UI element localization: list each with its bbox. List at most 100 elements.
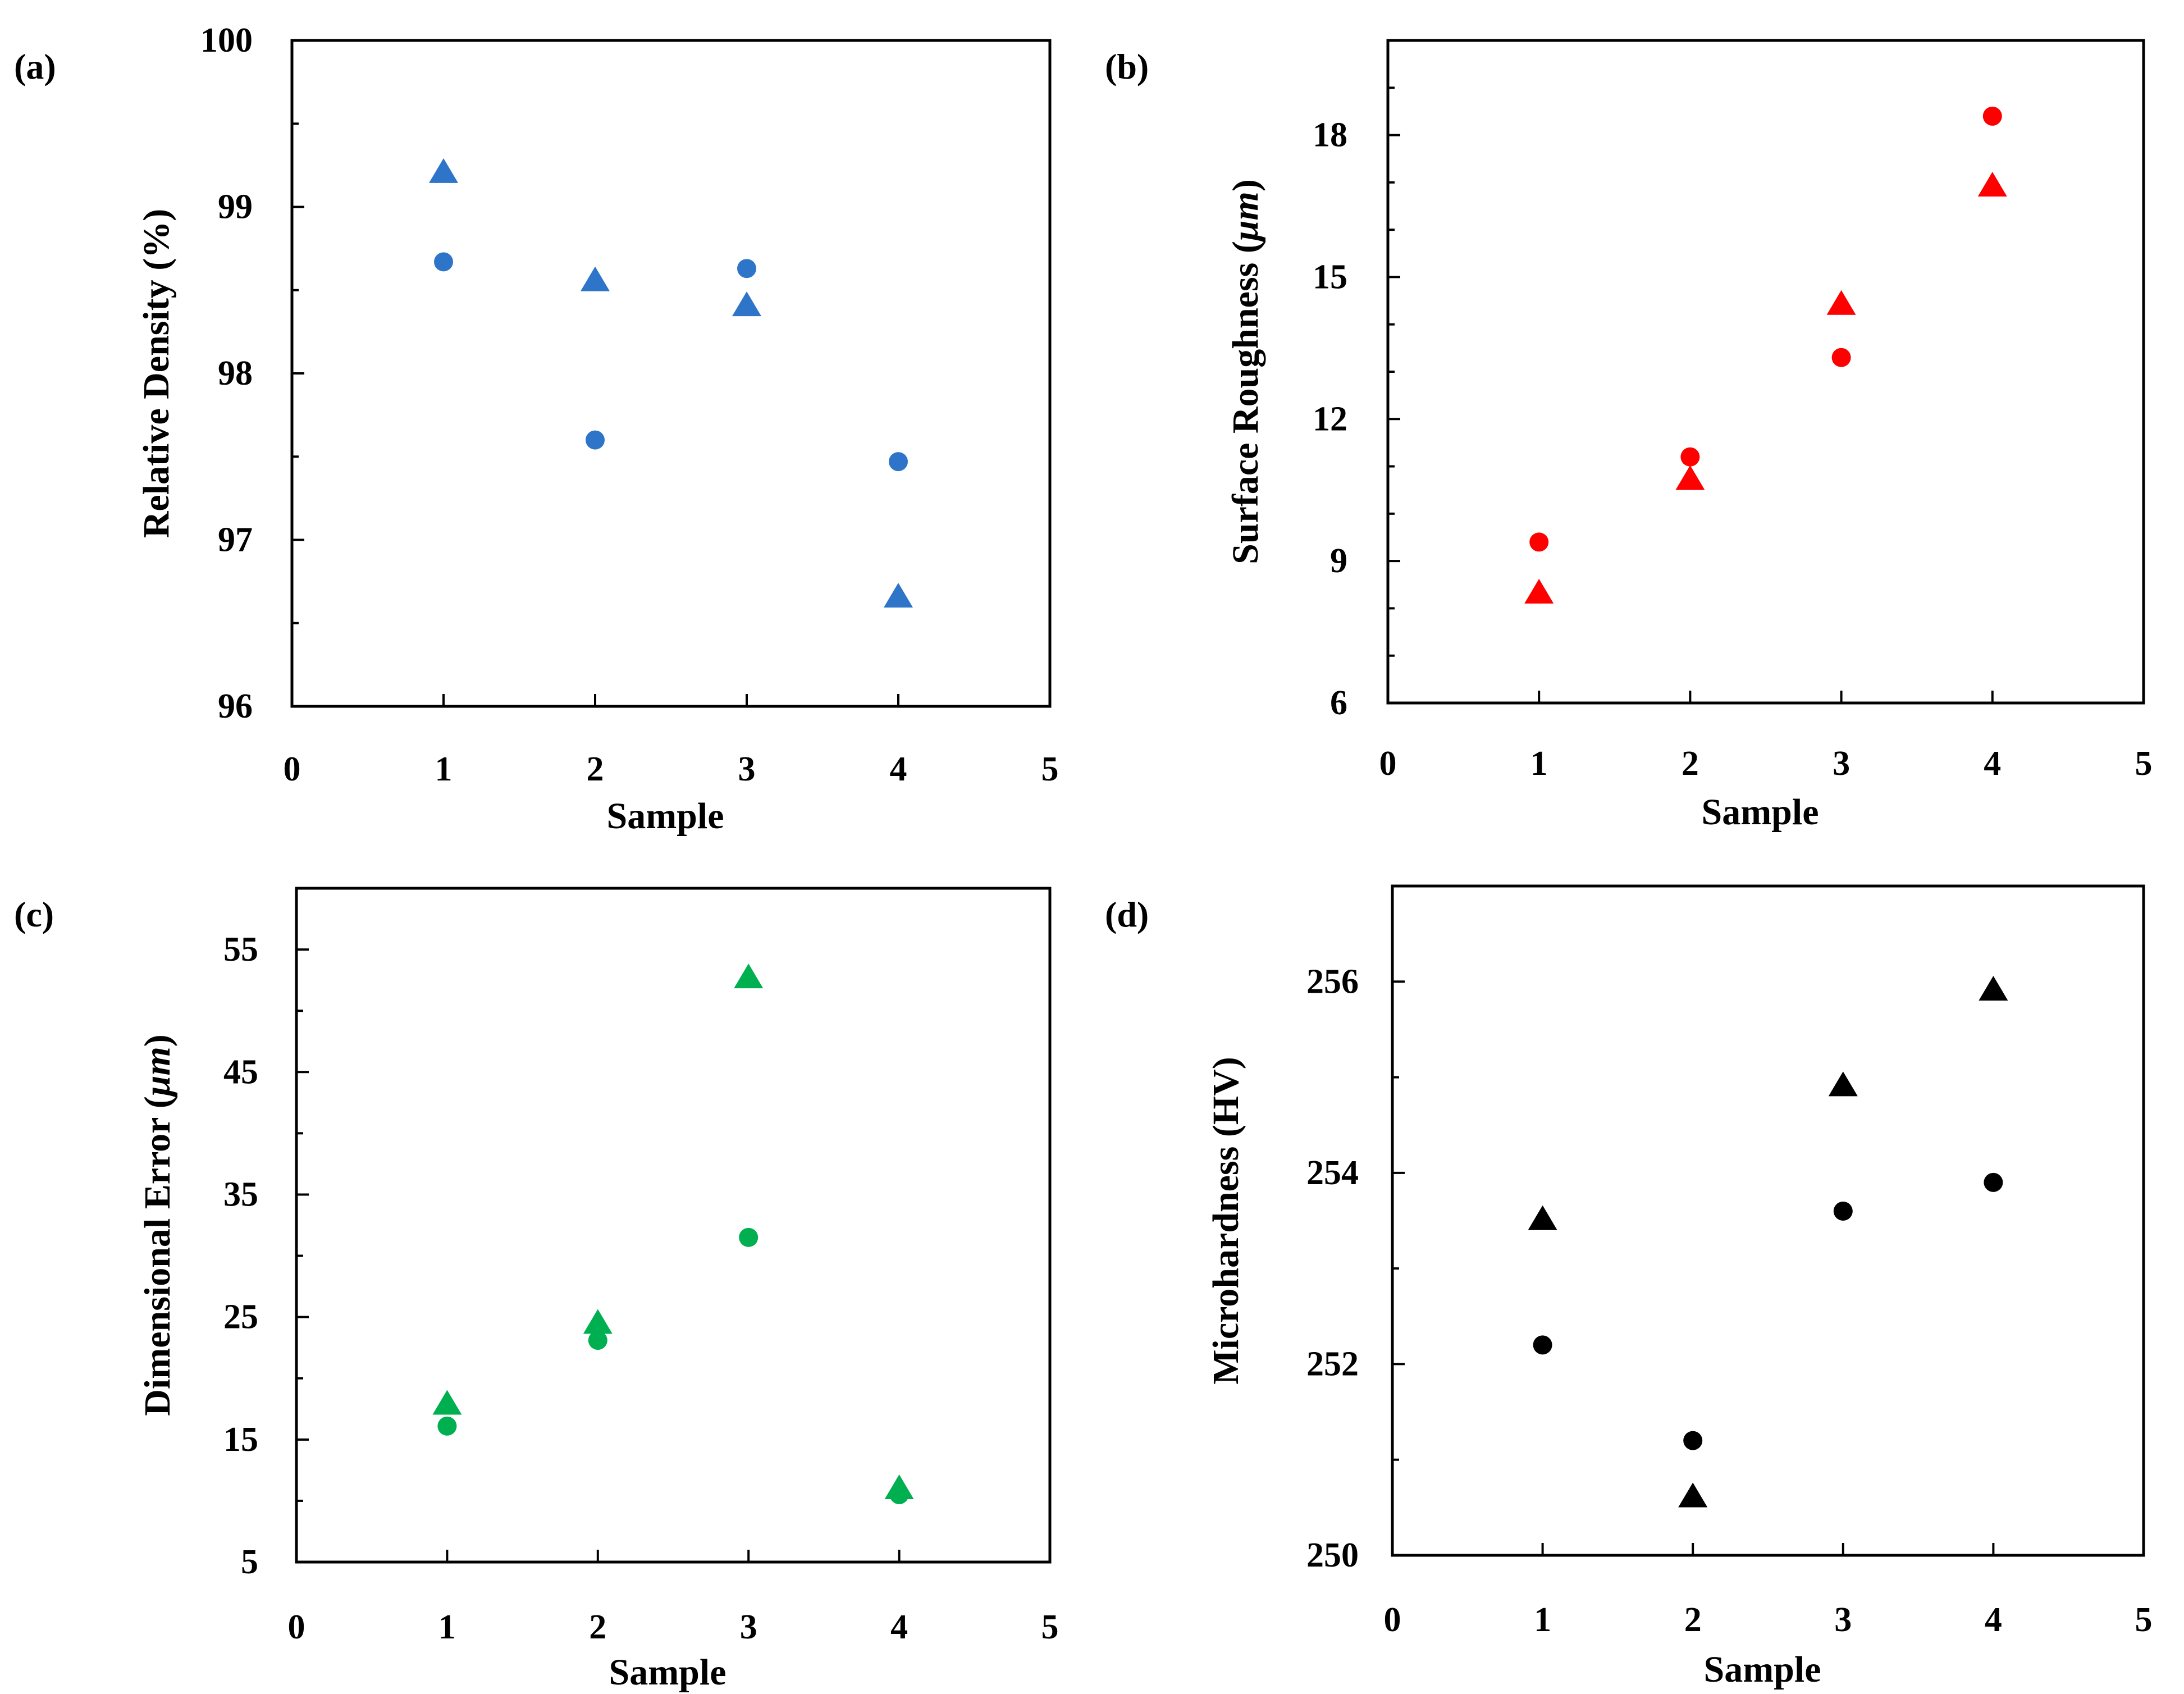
- data-point-triangle: [583, 1309, 613, 1334]
- chart-panel-4: (d) 250 252 254 256 0 1 2 3 4 5 Sample Microhardness…: [1105, 884, 2153, 1690]
- y-tick-label: 98: [218, 354, 253, 392]
- x-tick-label: 0: [1384, 1601, 1401, 1639]
- panel-label: (a): [14, 47, 56, 86]
- data-point-circle: [739, 1227, 759, 1247]
- x-tick-label: 5: [2135, 1601, 2153, 1639]
- data-point-triangle: [432, 1390, 462, 1415]
- x-tick-label: 3: [1834, 1601, 1852, 1639]
- plot-frame: [1386, 39, 2145, 705]
- x-tick-label: 3: [738, 750, 756, 788]
- data-point-triangle: [732, 291, 761, 317]
- y-tick-label: 6: [1330, 684, 1347, 722]
- x-tick-label: 1: [1534, 1601, 1551, 1639]
- data-point-triangle: [1828, 1071, 1858, 1097]
- y-axis-title-unit: μm: [137, 1047, 178, 1098]
- y-tick-label: 99: [218, 188, 253, 226]
- y-tick-label: 254: [1306, 1154, 1359, 1192]
- y-tick-label: 252: [1306, 1345, 1359, 1383]
- x-tick-label: 1: [435, 750, 453, 788]
- y-axis-title: Microhardness (HV): [1205, 1057, 1246, 1385]
- x-tick-label: 1: [1530, 745, 1548, 783]
- data-point-circle: [434, 252, 453, 272]
- x-tick-label: 2: [1682, 745, 1699, 783]
- x-tick-label: 3: [1833, 745, 1850, 783]
- data-point-circle: [1683, 1431, 1703, 1450]
- y-axis-title: Dimensional Error (μm): [137, 1034, 178, 1416]
- data-point-triangle: [1524, 578, 1554, 604]
- y-tick-label: 97: [218, 521, 253, 559]
- data-point-circle: [588, 1331, 607, 1350]
- x-tick-label: 0: [1379, 745, 1397, 783]
- y-tick-label: 55: [223, 930, 258, 969]
- y-axis-title: Surface Roughness (μm): [1225, 179, 1266, 564]
- x-tick-label: 4: [1984, 745, 2001, 783]
- y-tick-label: 18: [1313, 116, 1347, 154]
- y-axis-title-text: Dimensional Error (: [137, 1096, 178, 1416]
- y-axis-title-text: Relative Density (%): [136, 209, 177, 538]
- plot-frame: [295, 887, 1052, 1564]
- x-tick-label: 5: [1041, 750, 1059, 788]
- data-point-triangle: [1528, 1205, 1557, 1230]
- x-tick-label: 5: [1041, 1608, 1059, 1646]
- x-tick-label: 3: [740, 1608, 757, 1646]
- x-axis-title: Sample: [1701, 792, 1819, 833]
- y-axis-title-suffix: ): [137, 1034, 178, 1047]
- x-tick-label: 1: [438, 1608, 456, 1646]
- data-point-circle: [1529, 532, 1549, 552]
- data-point-triangle: [1979, 976, 2008, 1001]
- x-tick-label: 4: [890, 750, 907, 788]
- x-tick-label: 0: [288, 1608, 305, 1646]
- data-point-triangle: [581, 266, 610, 291]
- data-point-circle: [737, 259, 756, 278]
- x-tick-label: 2: [589, 1608, 606, 1646]
- y-tick-label: 250: [1306, 1536, 1359, 1574]
- data-point-triangle: [1826, 290, 1856, 315]
- y-axis-title: Relative Density (%): [136, 209, 177, 538]
- y-tick-label: 25: [223, 1298, 258, 1336]
- data-point-circle: [437, 1416, 457, 1436]
- plot-frame: [290, 39, 1052, 708]
- x-tick-label: 4: [1985, 1601, 2002, 1639]
- y-axis-title-unit: μm: [1225, 191, 1266, 243]
- data-point-triangle: [1977, 172, 2007, 197]
- data-point-circle: [1984, 1172, 2003, 1192]
- y-tick-label: 96: [218, 687, 253, 725]
- x-tick-label: 2: [1684, 1601, 1702, 1639]
- data-point-circle: [1833, 1201, 1853, 1221]
- data-point-circle: [586, 430, 605, 450]
- x-axis-title: Sample: [609, 1652, 726, 1693]
- data-point-circle: [889, 452, 908, 472]
- y-tick-label: 9: [1330, 542, 1347, 580]
- chart-panel-1: (a) 96 97 98 99 100 0 1 2 3 4 5 Sample Relative Densi…: [14, 21, 1059, 837]
- x-tick-label: 5: [2135, 745, 2153, 783]
- y-tick-label: 5: [241, 1543, 258, 1581]
- data-point-triangle: [1675, 465, 1705, 490]
- data-point-circle: [1982, 106, 2002, 126]
- plot-frame: [1391, 884, 2145, 1557]
- x-axis-title: Sample: [606, 796, 724, 837]
- panel-label: (b): [1105, 47, 1149, 86]
- data-point-circle: [1680, 447, 1700, 467]
- data-point-circle: [1831, 348, 1851, 367]
- data-point-triangle: [884, 582, 913, 608]
- y-tick-label: 12: [1313, 400, 1347, 438]
- panel-label: (c): [14, 894, 54, 934]
- data-point-triangle: [1678, 1482, 1708, 1508]
- data-point-circle: [1533, 1335, 1552, 1355]
- y-tick-label: 35: [223, 1175, 258, 1213]
- data-point-triangle: [734, 964, 764, 989]
- y-tick-label: 256: [1306, 962, 1359, 1001]
- data-point-triangle: [429, 158, 458, 183]
- y-axis-title-text: Microhardness (HV): [1205, 1057, 1246, 1385]
- data-point-triangle: [884, 1474, 914, 1499]
- y-tick-label: 100: [200, 21, 253, 60]
- y-axis-title-text: Surface Roughness (: [1225, 241, 1266, 564]
- x-tick-label: 4: [890, 1608, 908, 1646]
- y-tick-label: 15: [1313, 258, 1347, 296]
- y-tick-label: 45: [223, 1053, 258, 1091]
- y-axis-title-suffix: ): [1225, 179, 1266, 191]
- y-tick-label: 15: [223, 1421, 258, 1459]
